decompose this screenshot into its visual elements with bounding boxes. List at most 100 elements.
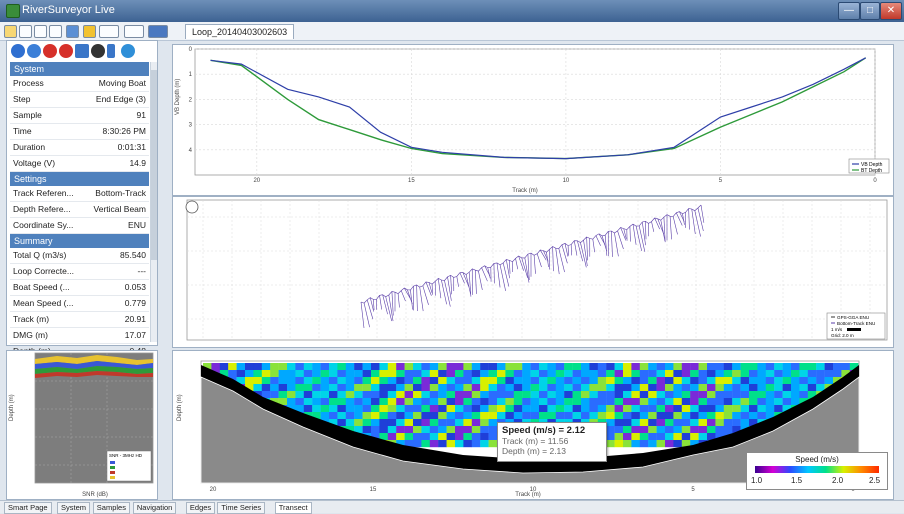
property-row[interactable]: Boat Speed (... 0.053 [10, 280, 149, 296]
y-tick-label: 4 [189, 148, 193, 154]
property-row[interactable]: Time 8:30:26 PM [10, 124, 149, 140]
x-tick-label: 15 [408, 178, 415, 184]
toolbar: Loop_20140403002603 [0, 22, 904, 41]
x-tick-label: 5 [719, 178, 723, 184]
property-row[interactable]: Track Referen... Bottom-Track [10, 186, 149, 202]
property-label: Voltage (V) [13, 156, 55, 171]
property-value: --- [138, 264, 147, 279]
property-row[interactable]: Mean Speed (...0.779 [10, 296, 149, 312]
tools-icon[interactable] [34, 25, 47, 38]
colorbar-tick-4: 2.5 [869, 476, 880, 485]
legend-scale: 1 m/s [831, 327, 843, 332]
snr-ylabel: Depth (m) [9, 394, 15, 421]
view-tab-transect[interactable]: Transect [275, 502, 312, 514]
minimize-button[interactable]: — [838, 2, 860, 20]
property-row[interactable]: Coordinate Sy...ENU [10, 218, 149, 234]
property-label: Track (m) [13, 312, 49, 327]
property-label: DMG (m) [13, 328, 48, 343]
settings-icon[interactable] [83, 25, 96, 38]
property-value: 8:30:26 PM [103, 124, 146, 139]
snr-xlabel: SNR (dB) [82, 492, 108, 498]
track-legend: GPS-GGA ENU Bottom-Track ENU 1 m/s Grid:… [827, 313, 885, 339]
property-value: 20.91 [125, 312, 146, 327]
units-dropdown[interactable] [124, 25, 144, 38]
tooltip-track: Track (m) = 11.56 [502, 436, 602, 446]
property-label: Mean Speed (... [13, 296, 73, 311]
property-label: Depth Refere... [13, 202, 71, 217]
property-value: 17.07 [125, 328, 146, 343]
compass-alert-icon[interactable] [59, 44, 73, 58]
export-icon[interactable] [49, 25, 62, 38]
section-header-settings[interactable]: Settings [10, 172, 149, 186]
property-row[interactable]: Track (m) 20.91 [10, 312, 149, 328]
property-label: Time [13, 124, 32, 139]
property-value: 0.053 [125, 280, 146, 295]
view-tab-time-series[interactable]: Time Series [217, 502, 265, 514]
cell-tooltip: Speed (m/s) = 2.12 Track (m) = 11.56 Dep… [497, 422, 607, 462]
property-label: Boat Speed (... [13, 280, 70, 295]
property-label: Duration [13, 140, 45, 155]
contour-x-tick: 20 [210, 487, 217, 493]
property-label: Track Referen... [13, 186, 74, 201]
new-icon[interactable] [19, 25, 32, 38]
help-dropdown[interactable] [148, 25, 168, 38]
property-row[interactable]: Voltage (V)14.9 [10, 156, 149, 172]
colorbar-tick-3: 2.0 [832, 476, 843, 485]
snr-chart-panel: SNR - 3MHz HD Depth (m) SNR (dB) [6, 350, 158, 500]
colorbar-tick-2: 1.5 [791, 476, 802, 485]
view-tab-samples[interactable]: Samples [93, 502, 130, 514]
close-button[interactable]: ✕ [880, 2, 902, 20]
property-row[interactable]: Loop Correcte... --- [10, 264, 149, 280]
status-icon-row [7, 41, 157, 61]
property-row[interactable]: DMG (m) 17.07 [10, 328, 149, 344]
legend-bt-depth: BT Depth [861, 168, 882, 174]
section-header-system[interactable]: System [10, 62, 149, 76]
y-tick-label: 1 [189, 72, 193, 78]
tooltip-depth: Depth (m) = 2.13 [502, 446, 602, 456]
property-row[interactable]: Sample 91 [10, 108, 149, 124]
refresh-icon[interactable] [121, 44, 135, 58]
gps-alert-icon[interactable] [43, 44, 57, 58]
track-chart-panel: GPS-GGA ENU Bottom-Track ENU 1 m/s Grid:… [172, 196, 894, 348]
x-tick-label: 20 [253, 178, 260, 184]
property-row[interactable]: Step End Edge (3) [10, 92, 149, 108]
property-value: Vertical Beam [94, 202, 146, 217]
open-icon[interactable] [4, 25, 17, 38]
view-tab-navigation[interactable]: Navigation [133, 502, 176, 514]
speed-colorbar: Speed (m/s) 1.0 1.5 2.0 2.5 [746, 452, 888, 490]
property-label: Total Q (m3/s) [13, 248, 66, 263]
colorbar-title: Speed (m/s) [747, 455, 887, 464]
tab-loop-file[interactable]: Loop_20140403002603 [185, 24, 294, 39]
property-label: Loop Correcte... [13, 264, 74, 279]
property-row[interactable]: Depth Refere... Vertical Beam [10, 202, 149, 218]
connect-icon[interactable] [27, 44, 41, 58]
snr-legend-title: SNR - 3MHz HD [109, 453, 143, 458]
tooltip-speed: Speed (m/s) = 2.12 [502, 425, 602, 436]
section-header-summary[interactable]: Summary [10, 234, 149, 248]
maximize-button[interactable]: □ [860, 2, 880, 20]
property-value: Bottom-Track [95, 186, 146, 201]
globe-icon[interactable] [66, 25, 79, 38]
view-tab-edges[interactable]: Edges [186, 502, 215, 514]
property-label: Sample [13, 108, 42, 123]
view-tab-smart-page[interactable]: Smart Page [4, 502, 52, 514]
property-value: End Edge (3) [96, 92, 146, 107]
y-tick-label: 3 [189, 123, 193, 129]
view-tab-system[interactable]: System [57, 502, 90, 514]
property-row[interactable]: Total Q (m3/s)85.540 [10, 248, 149, 264]
system-panel-scrollbar[interactable] [150, 62, 157, 342]
record-icon[interactable] [91, 44, 105, 58]
property-label: Coordinate Sy... [13, 218, 73, 233]
property-value: 91 [137, 108, 146, 123]
bluetooth-icon[interactable] [11, 44, 25, 58]
property-label: Step [13, 92, 31, 107]
view-dropdown[interactable] [99, 25, 119, 38]
boat-icon[interactable] [75, 44, 89, 58]
